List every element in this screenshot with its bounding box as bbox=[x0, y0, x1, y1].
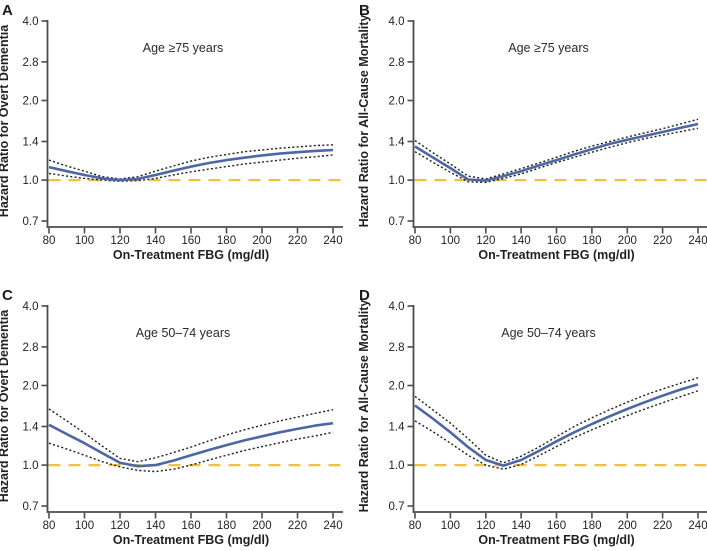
hazard-ratio-curve bbox=[48, 421, 334, 468]
x-tick-label: 120 bbox=[110, 235, 129, 247]
panel-letter: B bbox=[359, 2, 370, 19]
y-tick-label: 2.8 bbox=[23, 57, 39, 69]
x-tick-label: 80 bbox=[43, 235, 56, 247]
y-axis-title: Hazard Ratio for All-Cause Mortality bbox=[357, 300, 371, 513]
y-tick-label: 4.0 bbox=[23, 301, 39, 313]
ci-upper-curve bbox=[414, 377, 699, 464]
y-tick-label: 2.8 bbox=[23, 342, 39, 354]
x-tick-label: 200 bbox=[618, 235, 637, 247]
x-tick-label: 200 bbox=[252, 235, 271, 247]
ci-lower-curve bbox=[48, 431, 334, 473]
x-tick-label: 180 bbox=[582, 520, 601, 532]
y-tick-label: 0.7 bbox=[23, 501, 39, 513]
panel-letter: D bbox=[359, 287, 370, 304]
x-tick-label: 140 bbox=[146, 235, 165, 247]
y-axis-title: Hazard Ratio for All-Cause Mortality bbox=[357, 15, 371, 228]
x-tick-label: 220 bbox=[653, 520, 672, 532]
ci-lower-curve bbox=[414, 390, 699, 470]
x-tick-label: 160 bbox=[181, 520, 200, 532]
y-tick-label: 2.0 bbox=[389, 381, 405, 393]
panel-c-chart: 4.0 2.8 2.0 1.4 1.0 0.7 80 100 120 140 160 180 200 22… bbox=[0, 287, 343, 547]
x-tick-label: 240 bbox=[688, 235, 707, 247]
y-axis-title: Hazard Ratio for Overt Dementia bbox=[0, 24, 11, 217]
x-tick-label: 180 bbox=[582, 235, 601, 247]
y-tick-label: 1.0 bbox=[23, 460, 39, 472]
y-tick-label: 0.7 bbox=[389, 501, 405, 513]
hazard-ratio-curve bbox=[414, 383, 699, 467]
x-tick-label: 80 bbox=[43, 520, 56, 532]
x-tick-label: 160 bbox=[547, 235, 566, 247]
x-axis-title: On-Treatment FBG (mg/dl) bbox=[478, 533, 634, 547]
panel-d-chart: 4.0 2.8 2.0 1.4 1.0 0.7 80 100 120 140 160 180 200 22… bbox=[357, 287, 707, 547]
age-group-annotation: Age ≥75 years bbox=[508, 41, 589, 55]
y-tick-label: 2.0 bbox=[23, 96, 39, 108]
ci-upper-curve bbox=[48, 408, 334, 463]
x-tick-label: 120 bbox=[110, 520, 129, 532]
y-tick-label: 2.0 bbox=[389, 96, 405, 108]
ci-lower-curve bbox=[414, 127, 699, 184]
x-tick-label: 140 bbox=[146, 520, 165, 532]
y-tick-label: 1.4 bbox=[23, 137, 40, 149]
y-tick-label: 1.0 bbox=[389, 175, 405, 187]
y-tick-label: 1.4 bbox=[23, 422, 40, 434]
y-tick-label: 4.0 bbox=[389, 16, 405, 28]
x-tick-label: 240 bbox=[688, 520, 707, 532]
y-axis-title: Hazard Ratio for Overt Dementia bbox=[0, 309, 11, 502]
x-tick-label: 140 bbox=[512, 235, 531, 247]
x-tick-label: 240 bbox=[323, 235, 342, 247]
ci-upper-curve bbox=[48, 144, 334, 180]
age-group-annotation: Age ≥75 years bbox=[143, 41, 224, 55]
x-tick-label: 160 bbox=[181, 235, 200, 247]
y-tick-label: 2.0 bbox=[23, 381, 39, 393]
x-axis-title: On-Treatment FBG (mg/dl) bbox=[113, 248, 269, 262]
panel-b-chart: 4.0 2.8 2.0 1.4 1.0 0.7 80 100 120 140 160 180 200 22… bbox=[357, 2, 707, 262]
x-axis-title: On-Treatment FBG (mg/dl) bbox=[113, 533, 269, 547]
y-tick-label: 0.7 bbox=[389, 216, 405, 228]
panel-a-chart: 4.0 2.8 2.0 1.4 1.0 0.7 80 100 120 140 160 180 200 22… bbox=[0, 2, 343, 262]
x-tick-label: 180 bbox=[217, 235, 236, 247]
x-tick-label: 220 bbox=[288, 520, 307, 532]
hazard-ratio-curve bbox=[48, 148, 334, 182]
y-tick-label: 1.4 bbox=[389, 137, 406, 149]
ci-lower-curve bbox=[48, 154, 334, 182]
x-tick-label: 240 bbox=[323, 520, 342, 532]
x-tick-label: 200 bbox=[618, 520, 637, 532]
x-tick-label: 220 bbox=[288, 235, 307, 247]
x-tick-label: 120 bbox=[476, 235, 495, 247]
x-tick-label: 100 bbox=[75, 235, 94, 247]
y-tick-label: 4.0 bbox=[389, 301, 405, 313]
x-tick-label: 100 bbox=[75, 520, 94, 532]
age-group-annotation: Age 50–74 years bbox=[501, 326, 596, 340]
x-tick-label: 100 bbox=[441, 235, 460, 247]
y-tick-label: 1.0 bbox=[389, 460, 405, 472]
x-tick-label: 120 bbox=[476, 520, 495, 532]
x-tick-label: 80 bbox=[409, 235, 422, 247]
y-tick-label: 1.4 bbox=[389, 422, 406, 434]
y-tick-label: 1.0 bbox=[23, 175, 39, 187]
x-axis-title: On-Treatment FBG (mg/dl) bbox=[478, 248, 634, 262]
x-tick-label: 140 bbox=[512, 520, 531, 532]
y-tick-label: 4.0 bbox=[23, 16, 39, 28]
ci-upper-curve bbox=[414, 118, 699, 180]
hazard-ratio-curve bbox=[414, 122, 699, 182]
age-group-annotation: Age 50–74 years bbox=[136, 326, 231, 340]
x-tick-label: 180 bbox=[217, 520, 236, 532]
y-tick-label: 0.7 bbox=[23, 216, 39, 228]
y-tick-label: 2.8 bbox=[389, 57, 405, 69]
x-tick-label: 200 bbox=[252, 520, 271, 532]
x-tick-label: 160 bbox=[547, 520, 566, 532]
panel-letter: A bbox=[2, 2, 13, 19]
x-tick-label: 100 bbox=[441, 520, 460, 532]
x-tick-label: 220 bbox=[653, 235, 672, 247]
x-tick-label: 80 bbox=[409, 520, 422, 532]
y-tick-label: 2.8 bbox=[389, 342, 405, 354]
panel-letter: C bbox=[2, 287, 13, 304]
